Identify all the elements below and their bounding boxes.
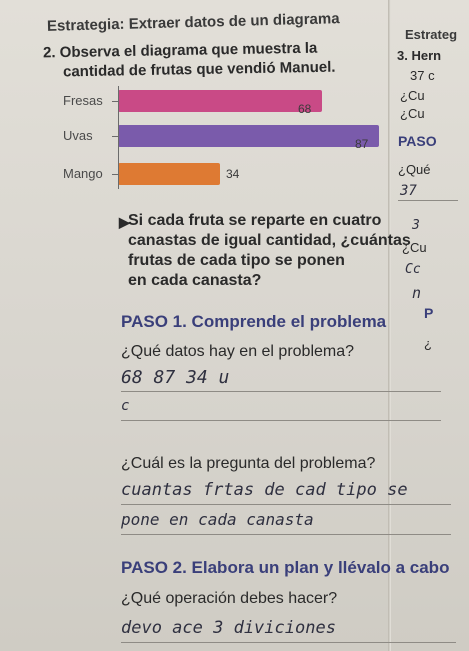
- category-label-fresas: Fresas: [63, 93, 103, 108]
- paso1-question2: ¿Cuál es la pregunta del problema?: [121, 455, 376, 472]
- right-que: ¿Qué: [398, 162, 431, 177]
- paso2-title: PASO 2. Elabora un plan y llévalo a cabo: [121, 558, 450, 577]
- right-line2: ¿Cu: [400, 88, 425, 103]
- strategy-header-right: Estrateg: [405, 27, 458, 42]
- bar-uvas: [118, 125, 379, 147]
- answer-line: [121, 391, 441, 392]
- paso1-title: PASO 1. Comprende el problema: [121, 312, 387, 331]
- category-label-mango: Mango: [63, 166, 103, 181]
- right-line1: 37 c: [410, 68, 435, 83]
- right-paso: PASO: [398, 133, 437, 149]
- bar-mango: [118, 163, 220, 185]
- paso1-question1: ¿Qué datos hay en el problema?: [121, 343, 355, 360]
- category-tick: [112, 136, 118, 137]
- problem2-question-line3: frutas de cada tipo se ponen: [128, 252, 345, 269]
- right-p: P: [424, 305, 434, 321]
- answer-line: [398, 200, 458, 201]
- problem2-question-line1: Si cada fruta se reparte en cuatro: [128, 212, 382, 229]
- page-gutter: [388, 0, 391, 651]
- problem2-intro-line2: cantidad de frutas que vendió Manuel.: [62, 58, 336, 81]
- bar-fresas: [118, 90, 322, 112]
- right-line3: ¿Cu: [400, 106, 425, 121]
- category-tick: [112, 174, 118, 175]
- bullet-icon: ▶: [119, 214, 130, 230]
- right-item3: 3. Hern: [397, 48, 442, 63]
- answer-line: [121, 534, 451, 535]
- paso2-question1: ¿Qué operación debes hacer?: [121, 590, 338, 607]
- category-tick: [112, 101, 118, 102]
- right-hand1: 37: [400, 183, 417, 199]
- paso1-answer2-line2: pone en cada canasta: [121, 510, 314, 529]
- chart-axis: [118, 86, 119, 189]
- value-label-fresas: 68: [298, 102, 312, 116]
- value-label-uvas: 87: [355, 137, 369, 151]
- right-hand4: n: [412, 284, 422, 302]
- paso1-answer1b: c: [121, 398, 130, 414]
- paso1-answer2-line1: cuantas frtas de cad tipo se: [121, 480, 408, 500]
- value-label-mango: 34: [226, 167, 240, 181]
- category-label-uvas: Uvas: [63, 128, 93, 143]
- strategy-header: Estrategia: Extraer datos de un diagrama: [46, 10, 340, 35]
- answer-line: [121, 504, 451, 505]
- problem2-question-line2: canastas de igual cantidad, ¿cuántas: [128, 232, 411, 249]
- answer-line: [121, 642, 456, 643]
- problem2-question-line4: en cada canasta?: [128, 272, 262, 289]
- problem2-intro-line1: 2. Observa el diagrama que muestra la: [42, 39, 318, 62]
- right-cu: ¿Cu: [402, 240, 427, 255]
- right-hand2: 3: [412, 218, 420, 233]
- right-i: ¿: [424, 336, 432, 351]
- answer-line: [121, 420, 441, 421]
- paso1-answer1: 68 87 34 u: [121, 367, 230, 388]
- paso2-answer1: devo ace 3 diviciones: [121, 618, 336, 638]
- right-hand3: Cc: [405, 262, 421, 277]
